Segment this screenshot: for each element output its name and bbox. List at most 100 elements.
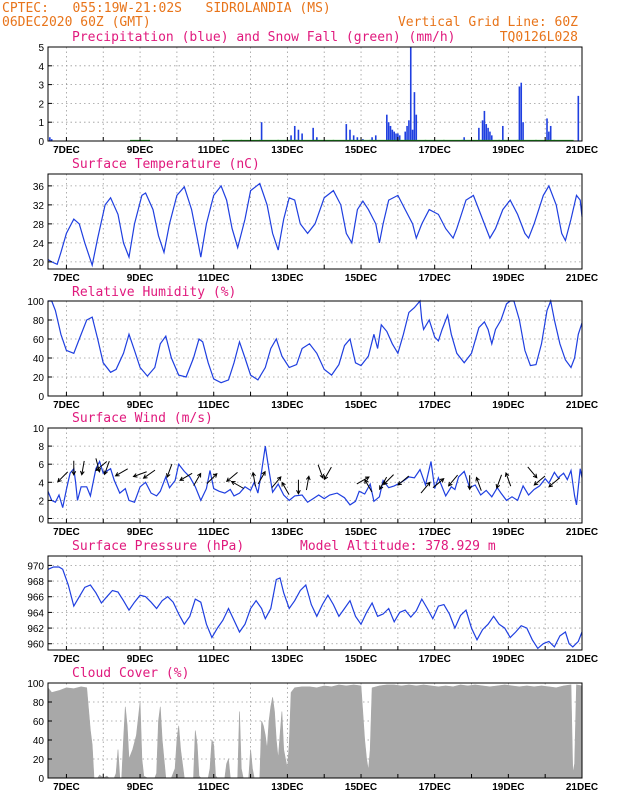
precipitation-bar: [386, 114, 388, 141]
precipitation-xtick-label: 17DEC: [419, 145, 451, 156]
precipitation-bar: [50, 139, 53, 141]
pressure-plot-area: [48, 556, 582, 650]
temperature-ytick-label: 36: [33, 182, 45, 193]
wind-vector-arrow: [166, 463, 173, 479]
precipitation-bar: [371, 137, 373, 141]
wind-vector-arrow: [527, 466, 538, 479]
wind-xtick-label: 19DEC: [492, 527, 524, 538]
humidity-xtick-label: 9DEC: [127, 400, 154, 411]
wind-ytick-label: 4: [38, 478, 44, 489]
pressure-xtick-label: 9DEC: [127, 654, 154, 665]
wind-vector-arrow: [382, 474, 394, 486]
temperature-plot-frame: [47, 173, 583, 270]
precipitation-ytick-label: 3: [38, 81, 44, 92]
temperature-xtick-label: 9DEC: [127, 273, 154, 284]
precipitation-bar: [297, 129, 300, 141]
cloud-xtick-label: 19DEC: [492, 782, 524, 793]
pressure-xtick-label: 11DEC: [198, 654, 230, 665]
cloud-xtick-label: 15DEC: [345, 782, 377, 793]
wind-vector-arrow: [114, 468, 128, 477]
wind-gridlines: [48, 428, 583, 523]
wind-xtick-label: 13DEC: [271, 527, 303, 538]
cloud-xtick-label: 13DEC: [271, 782, 303, 793]
snowfall-bar: [258, 139, 279, 141]
pressure-plot-frame: [47, 555, 583, 651]
wind-ytick-label: 6: [38, 460, 44, 471]
cloud-ytick-label: 0: [38, 774, 44, 785]
wind-vector-arrow: [57, 471, 69, 483]
temperature-xtick-label: 7DEC: [53, 273, 80, 284]
precipitation-panel: 0 1 2 3 4 5 7DEC 9DEC 11DEC 13DEC 15DEC 17DEC 19DEC 2…: [38, 43, 598, 156]
precipitation-plot-area: [48, 47, 582, 141]
wind-vector-arrow: [230, 480, 244, 489]
humidity-xtick-label: 17DEC: [419, 400, 451, 411]
precipitation-bar: [518, 86, 521, 141]
wind-panel-title: Surface Wind (m/s): [72, 411, 213, 426]
wind-vector-arrow: [397, 475, 410, 486]
precipitation-bar: [404, 131, 407, 141]
wind-vector-arrow: [71, 460, 77, 476]
temperature-xtick-label: 19DEC: [492, 273, 524, 284]
wind-panel: 0 2 4 6 8 10 7DEC 9DEC 11DEC 13DEC 15DEC 17DEC 19DEC…: [33, 424, 598, 538]
wind-vector-arrow: [305, 475, 311, 491]
temperature-xtick-label: 17DEC: [419, 273, 451, 284]
precipitation-bar: [290, 135, 292, 141]
wind-vector-arrow: [475, 476, 482, 491]
cloud-panel-title: Cloud Cover (%): [72, 666, 189, 681]
header-vertical-grid-note: Vertical Grid Line: 60Z: [398, 15, 578, 30]
wind-xtick-label: 21DEC: [566, 527, 598, 538]
precipitation-bar: [490, 135, 493, 141]
wind-vector-arrow: [432, 478, 445, 489]
humidity-xtick-label: 19DEC: [492, 400, 524, 411]
snowfall-bar: [332, 139, 353, 141]
wind-ytick-label: 10: [33, 424, 45, 435]
wind-vector-arrow: [504, 472, 512, 487]
temperature-ytick-label: 32: [33, 201, 45, 212]
temperature-ytick-label: 20: [33, 258, 45, 269]
cloud-xtick-label: 21DEC: [566, 782, 598, 793]
precipitation-bar: [391, 129, 394, 141]
humidity-xtick-label: 21DEC: [566, 400, 598, 411]
pressure-ytick-label: 966: [27, 593, 44, 604]
cloud-ytick-label: 100: [27, 679, 44, 690]
wind-vector-arrow: [95, 461, 108, 472]
precipitation-plot-frame: [47, 46, 583, 142]
precipitation-ytick-label: 5: [38, 43, 44, 54]
humidity-panel: 0 20 40 60 80 100 7DEC 9DEC 11DEC 13DEC 15DEC 17DEC…: [27, 297, 598, 411]
precipitation-bar: [415, 114, 418, 141]
pressure-ytick-label: 968: [27, 577, 44, 588]
precipitation-panel-title: Precipitation (blue) and Snow Fall (gree…: [72, 30, 456, 45]
snowfall-bar: [479, 139, 500, 141]
pressure-ytick-label: 960: [27, 640, 44, 651]
wind-xtick-label: 15DEC: [345, 527, 377, 538]
precipitation-bar: [409, 47, 412, 141]
temperature-panel-title: Surface Temperature (nC): [72, 157, 260, 172]
pressure-series-line: [47, 566, 583, 650]
precipitation-xtick-label: 11DEC: [198, 145, 230, 156]
precipitation-bar: [489, 131, 491, 141]
precipitation-bar: [293, 125, 296, 141]
header-run-date: 06DEC2020 60Z (GMT): [2, 15, 151, 30]
precipitation-bar: [406, 125, 408, 141]
wind-ytick-label: 0: [38, 514, 44, 525]
pressure-ytick-label: 962: [27, 624, 44, 635]
pressure-panel: 960 962 964 966 968 970 7DEC 9DEC 11DEC 13DEC 15DE…: [27, 555, 598, 665]
cloud-ytick-label: 40: [33, 736, 45, 747]
precipitation-bar: [301, 133, 303, 141]
pressure-xtick-label: 17DEC: [419, 654, 451, 665]
precipitation-gridlines: [48, 47, 583, 141]
precipitation-bar: [393, 131, 395, 141]
wind-vector-arrow: [533, 475, 546, 486]
model-altitude-note: Model Altitude: 378.929 m: [300, 539, 496, 554]
humidity-ytick-label: 0: [38, 392, 44, 403]
precipitation-bar: [483, 110, 486, 141]
wind-xtick-label: 17DEC: [419, 527, 451, 538]
precipitation-bar: [487, 127, 489, 141]
precipitation-bar: [389, 125, 392, 141]
pressure-xtick-label: 15DEC: [345, 654, 377, 665]
humidity-xtick-label: 15DEC: [345, 400, 377, 411]
precipitation-bar: [374, 135, 377, 141]
wind-vector-arrow: [193, 472, 202, 486]
humidity-ytick-label: 60: [33, 335, 45, 346]
